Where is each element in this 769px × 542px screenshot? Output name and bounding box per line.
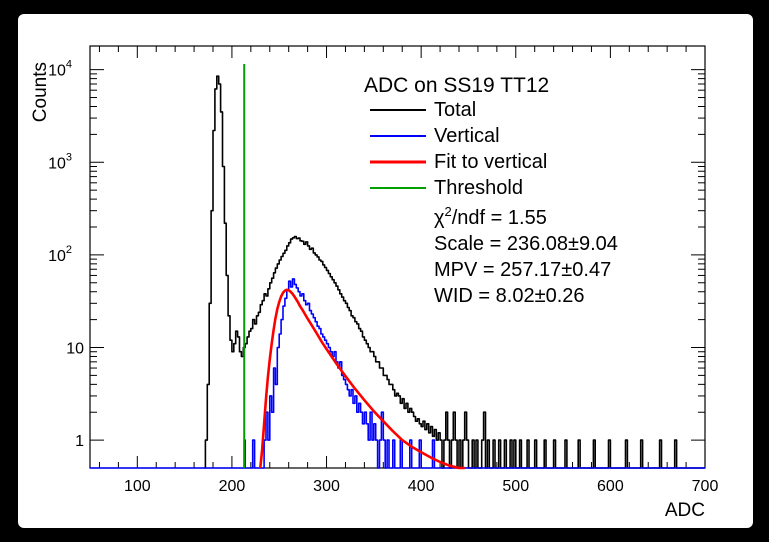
- x-tick-label: 700: [692, 478, 719, 495]
- legend-entries: Total Vertical Fit to vertical Threshold: [370, 99, 547, 199]
- y-tick-label: 10: [66, 340, 84, 357]
- legend-title: ADC on SS19 TT12: [364, 74, 549, 97]
- series-fit-to-vertical: [259, 288, 465, 470]
- stat-mpv: MPV = 257.17±0.47: [434, 259, 611, 281]
- x-tick-label: 100: [124, 478, 151, 495]
- stat-scale: Scale = 236.08±9.04: [434, 233, 618, 255]
- y-tick-label: 104: [48, 59, 72, 80]
- plot-panel: 100 200 300 400 500 600 700 1 10 102 103 104 Counts…: [18, 14, 753, 528]
- legend-label: Vertical: [434, 125, 500, 147]
- x-tick-label: 600: [597, 478, 624, 495]
- stat-chi2: χ2/ndf = 1.55: [434, 204, 547, 229]
- x-axis-label: ADC: [665, 500, 705, 521]
- series-layer: [90, 75, 705, 470]
- x-tick-label: 500: [502, 478, 529, 495]
- y-tick-label: 102: [48, 244, 72, 265]
- legend-label: Fit to vertical: [434, 151, 547, 173]
- y-axis-label: Counts: [30, 62, 51, 122]
- x-tick-label: 300: [313, 478, 340, 495]
- y-tick-label: 1: [75, 433, 84, 450]
- axis-ticks: 100 200 300 400 500 600 700 1 10 102 103 104: [48, 46, 718, 495]
- x-tick-label: 400: [408, 478, 435, 495]
- legend-label: Total: [434, 99, 476, 121]
- legend: ADC on SS19 TT12 Total Vertical Fit to ver…: [364, 74, 618, 307]
- y-tick-label: 103: [48, 151, 72, 172]
- x-tick-label: 200: [219, 478, 246, 495]
- legend-label: Threshold: [434, 177, 523, 199]
- series-vertical: [90, 278, 705, 469]
- adc-histogram-plot: 100 200 300 400 500 600 700 1 10 102 103 104 Counts…: [30, 45, 718, 521]
- stat-wid: WID = 8.02±0.26: [434, 285, 585, 307]
